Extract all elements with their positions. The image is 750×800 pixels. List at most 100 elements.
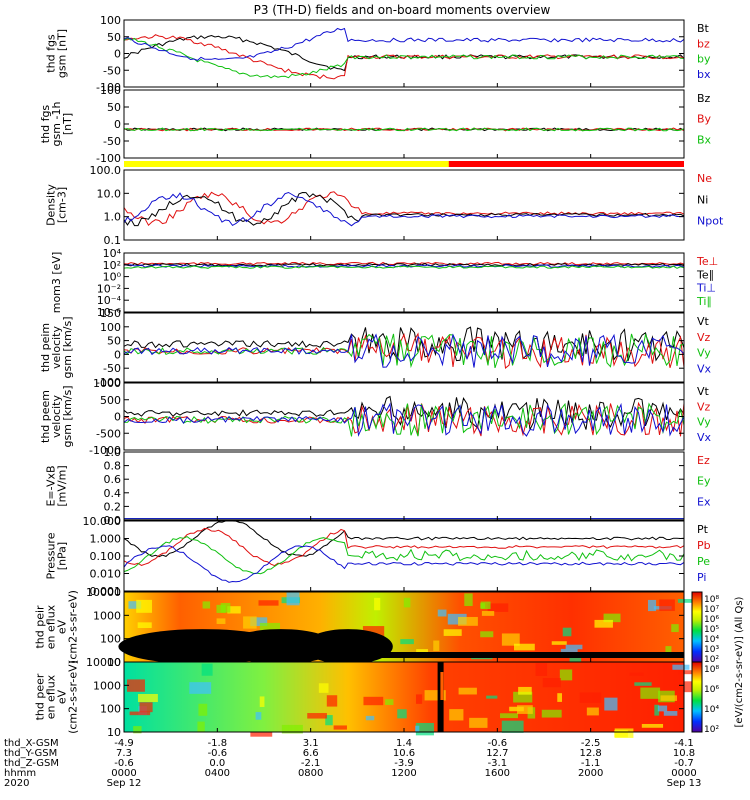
y-tick-label: 10⁻⁴ — [97, 294, 122, 307]
spectrogram-cell — [227, 606, 241, 614]
footer-value: -1.1 — [581, 758, 601, 769]
y-tick-label: -50 — [103, 135, 121, 148]
spectrogram-cell — [665, 646, 672, 653]
series-bx — [123, 27, 685, 61]
legend-ez: Ez — [697, 454, 710, 467]
spectrogram-cell — [657, 705, 668, 712]
y-axis-label: velocity — [50, 395, 63, 438]
spectrogram-dropout — [303, 629, 393, 665]
colorbar-tick-label: 10² — [704, 725, 719, 735]
spectrogram-cell — [362, 626, 385, 637]
y-tick-label: 0 — [114, 411, 121, 424]
spectrogram-cell — [559, 669, 573, 681]
footer-value: 12.7 — [486, 748, 508, 759]
spectrogram-cell — [501, 720, 524, 733]
spectrogram-cell — [469, 717, 488, 728]
legend-bz: Bz — [697, 92, 711, 105]
spectrogram-cell — [641, 723, 664, 728]
footer-value: -4.9 — [114, 738, 134, 749]
y-axis-label: thd peir — [34, 605, 47, 649]
series-pt — [123, 520, 685, 558]
colorbar — [691, 661, 703, 733]
spectrogram-cell — [415, 725, 420, 732]
y-tick-label: 100 — [100, 84, 121, 97]
spectrogram-cell — [480, 631, 494, 638]
legend-vx: Vx — [697, 362, 712, 375]
y-axis-label: [nPa] — [56, 542, 69, 570]
y-axis-label: [nT] — [61, 113, 74, 135]
series-te∥ — [123, 263, 685, 267]
footer-value: 10.8 — [673, 748, 695, 759]
legend-by: by — [697, 53, 711, 66]
spectrogram-cell — [202, 601, 211, 609]
y-tick-label: 50 — [107, 31, 121, 44]
spectrogram-cell — [678, 670, 700, 675]
y-tick-label: 10 — [107, 656, 121, 669]
spectrogram-cell — [509, 706, 524, 712]
legend-ex: Ex — [697, 495, 711, 508]
spectrogram-cell — [634, 682, 652, 686]
status-bar-red — [448, 161, 684, 167]
legend-vx: Vx — [697, 431, 712, 444]
spectrogram-cell — [326, 695, 338, 707]
spectrogram-cell — [458, 616, 478, 626]
y-axis-label: thd peem — [39, 390, 52, 443]
legend-bx: bx — [697, 68, 711, 81]
y-tick-label: 100.0 — [90, 164, 122, 177]
footer-value: -1.8 — [208, 738, 228, 749]
spectrogram-cell — [654, 704, 660, 716]
series-vx — [123, 402, 685, 437]
spectrogram-cell — [197, 721, 205, 733]
y-axis-label: (cm2-s-sr-eV) — [67, 660, 80, 734]
spectrogram-cell — [560, 648, 578, 654]
y-tick-label: 10000 — [86, 586, 121, 599]
legend-vy: Vy — [697, 347, 711, 360]
panel-frame — [123, 312, 685, 383]
spectrogram-cell — [201, 663, 213, 676]
legend-bt: Bt — [697, 22, 710, 35]
y-tick-label: 500 — [100, 394, 121, 407]
spectrogram-cell — [660, 695, 678, 701]
spectrogram-cell — [325, 715, 333, 726]
spectrogram-cell — [137, 694, 158, 703]
y-tick-label: 1000 — [93, 679, 121, 692]
colorbar-label: [eV/(cm2-s-sr-eV)] (All Qs) — [734, 596, 745, 727]
y-tick-label: 0.6 — [104, 473, 122, 486]
spectrogram-cell — [677, 598, 698, 603]
y-tick-label: -50 — [103, 64, 121, 77]
y-axis-label: gsm -1h — [50, 102, 63, 147]
footer-value: 10.6 — [393, 748, 415, 759]
footer-value: -0.6 — [488, 738, 508, 749]
footer-value: 7.3 — [116, 748, 132, 759]
spectrogram-cell — [458, 687, 477, 695]
panel-frame — [123, 520, 685, 592]
y-tick-label: 1.0 — [104, 211, 122, 224]
y-axis-label: gsm [nT] — [56, 29, 69, 78]
spectrogram-cell — [258, 600, 279, 606]
panel-frame — [123, 19, 685, 88]
spectrogram-cell — [565, 644, 583, 650]
footer-value: -0.7 — [674, 758, 694, 769]
figure-title: P3 (TH-D) fields and on-board moments ov… — [254, 3, 551, 17]
spectrogram-cell — [562, 627, 572, 637]
legend-vz: Vz — [697, 331, 711, 344]
series-bz — [123, 34, 685, 80]
footer-value: 1.4 — [396, 738, 412, 749]
y-tick-label: 50 — [107, 101, 121, 114]
legend-ne: Ne — [697, 172, 712, 185]
spectrogram-cell — [259, 696, 265, 707]
colorbar-tick-label: 10³ — [704, 645, 719, 655]
series-pi — [123, 545, 685, 583]
footer-row-label: 2020 — [4, 778, 29, 789]
spectrogram-cell — [250, 731, 273, 737]
footer-value: 0400 — [205, 768, 230, 779]
footer-value: -4.1 — [674, 738, 694, 749]
spectrogram-cell — [307, 713, 327, 719]
spectrogram-cell — [127, 679, 145, 692]
legend-pt: Pt — [697, 523, 709, 536]
panel-3: 100.0 10.0 1.0 0.1 Density[cm-3] Ne Ni Npot — [45, 164, 724, 247]
spectrogram-cell — [579, 692, 602, 703]
spectrogram-cell — [517, 705, 533, 714]
